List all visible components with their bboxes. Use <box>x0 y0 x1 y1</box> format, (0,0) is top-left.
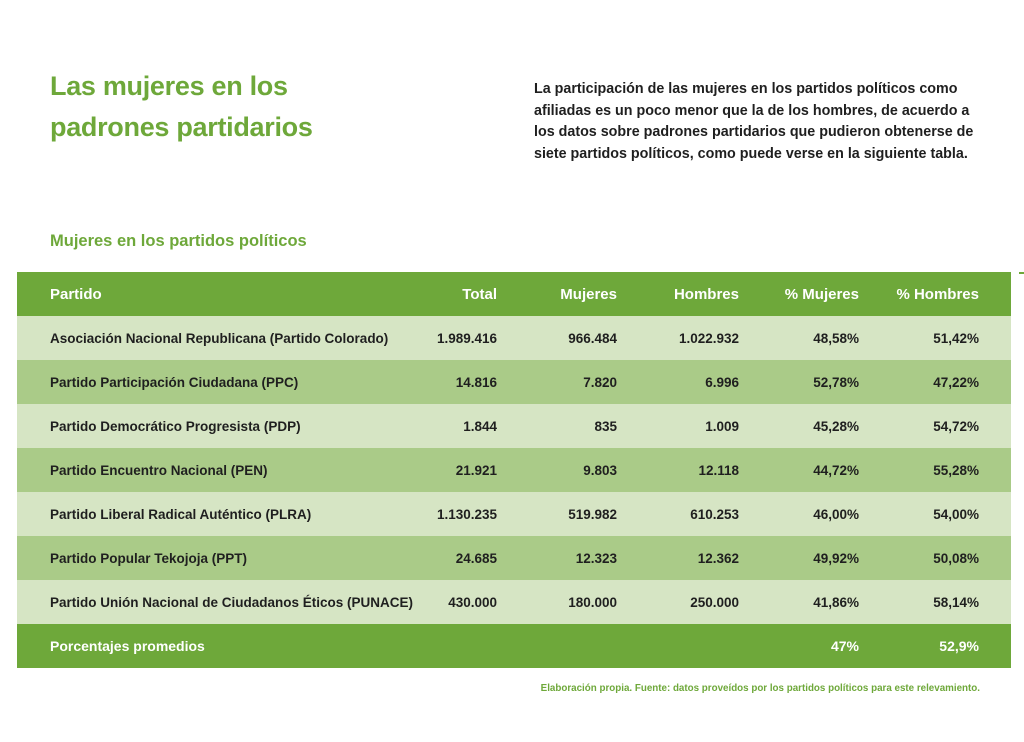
cell-partido: Partido Democrático Progresista (PDP) <box>17 404 422 448</box>
cell-partido: Partido Participación Ciudadana (PPC) <box>17 360 422 404</box>
footer-label: Porcentajes promedios <box>17 624 422 668</box>
cell-partido: Asociación Nacional Republicana (Partido… <box>17 316 422 360</box>
header-mujeres: Mujeres <box>497 272 617 316</box>
cell-mujeres: 519.982 <box>497 492 617 536</box>
cell-pct-hombres: 58,14% <box>859 580 979 624</box>
table-header-row: Partido Total Mujeres Hombres % Mujeres … <box>17 272 1011 316</box>
page-title-line-2: padrones partidarios <box>50 112 313 142</box>
cell-total: 1.989.416 <box>422 316 497 360</box>
cell-mujeres: 180.000 <box>497 580 617 624</box>
cell-pct-mujeres: 45,28% <box>739 404 859 448</box>
header-partido: Partido <box>17 272 422 316</box>
cell-partido: Partido Popular Tekojoja (PPT) <box>17 536 422 580</box>
cell-spacer <box>979 316 1011 360</box>
intro-paragraph: La participación de las mujeres en los p… <box>534 81 974 162</box>
footer-empty-total <box>422 624 497 668</box>
header-pct-hombres: % Hombres <box>859 272 979 316</box>
cell-pct-hombres: 51,42% <box>859 316 979 360</box>
cell-partido: Partido Encuentro Nacional (PEN) <box>17 448 422 492</box>
cell-mujeres: 9.803 <box>497 448 617 492</box>
cell-pct-hombres: 50,08% <box>859 536 979 580</box>
cell-mujeres: 966.484 <box>497 316 617 360</box>
cell-total: 1.844 <box>422 404 497 448</box>
table-row: Partido Popular Tekojoja (PPT) 24.685 12… <box>17 536 1011 580</box>
cell-pct-hombres: 47,22% <box>859 360 979 404</box>
cell-mujeres: 12.323 <box>497 536 617 580</box>
source-note: Elaboración propia. Fuente: datos proveí… <box>540 683 980 694</box>
header-hombres: Hombres <box>617 272 739 316</box>
cell-spacer <box>979 360 1011 404</box>
cell-pct-mujeres: 49,92% <box>739 536 859 580</box>
footer-pct-mujeres: 47% <box>739 624 859 668</box>
cell-spacer <box>979 580 1011 624</box>
cell-hombres: 12.362 <box>617 536 739 580</box>
footer-empty-hombres <box>617 624 739 668</box>
cell-pct-mujeres: 52,78% <box>739 360 859 404</box>
cell-mujeres: 7.820 <box>497 360 617 404</box>
header-spacer <box>979 272 1011 316</box>
header-pct-mujeres: % Mujeres <box>739 272 859 316</box>
footer-spacer <box>979 624 1011 668</box>
cell-total: 21.921 <box>422 448 497 492</box>
table-row: Asociación Nacional Republicana (Partido… <box>17 316 1011 360</box>
footer-pct-hombres: 52,9% <box>859 624 979 668</box>
parties-table: Partido Total Mujeres Hombres % Mujeres … <box>17 272 1011 668</box>
cell-total: 14.816 <box>422 360 497 404</box>
cell-total: 1.130.235 <box>422 492 497 536</box>
cell-hombres: 6.996 <box>617 360 739 404</box>
cell-pct-hombres: 54,00% <box>859 492 979 536</box>
table-row: Partido Democrático Progresista (PDP) 1.… <box>17 404 1011 448</box>
cell-pct-mujeres: 48,58% <box>739 316 859 360</box>
cell-spacer <box>979 404 1011 448</box>
table-heading: Mujeres en los partidos políticos <box>50 232 307 250</box>
cell-pct-hombres: 54,72% <box>859 404 979 448</box>
cell-partido: Partido Liberal Radical Auténtico (PLRA) <box>17 492 422 536</box>
cell-pct-hombres: 55,28% <box>859 448 979 492</box>
cell-mujeres: 835 <box>497 404 617 448</box>
cell-spacer <box>979 492 1011 536</box>
cell-hombres: 1.022.932 <box>617 316 739 360</box>
cell-total: 24.685 <box>422 536 497 580</box>
table-row: Partido Unión Nacional de Ciudadanos Éti… <box>17 580 1011 624</box>
cell-hombres: 610.253 <box>617 492 739 536</box>
page-title: Las mujeres en los padrones partidarios <box>50 66 470 148</box>
cell-hombres: 250.000 <box>617 580 739 624</box>
cell-hombres: 12.118 <box>617 448 739 492</box>
header-total: Total <box>422 272 497 316</box>
table-row: Partido Encuentro Nacional (PEN) 21.921 … <box>17 448 1011 492</box>
table-row: Partido Liberal Radical Auténtico (PLRA)… <box>17 492 1011 536</box>
cell-spacer <box>979 536 1011 580</box>
cell-pct-mujeres: 41,86% <box>739 580 859 624</box>
table-row: Partido Participación Ciudadana (PPC) 14… <box>17 360 1011 404</box>
table-footer-row: Porcentajes promedios 47% 52,9% <box>17 624 1011 668</box>
page-title-line-1: Las mujeres en los <box>50 71 288 101</box>
cell-hombres: 1.009 <box>617 404 739 448</box>
cell-pct-mujeres: 46,00% <box>739 492 859 536</box>
cell-pct-mujeres: 44,72% <box>739 448 859 492</box>
margin-tick-mark <box>1019 272 1024 274</box>
cell-total: 430.000 <box>422 580 497 624</box>
footer-empty-mujeres <box>497 624 617 668</box>
cell-partido: Partido Unión Nacional de Ciudadanos Éti… <box>17 580 422 624</box>
cell-spacer <box>979 448 1011 492</box>
